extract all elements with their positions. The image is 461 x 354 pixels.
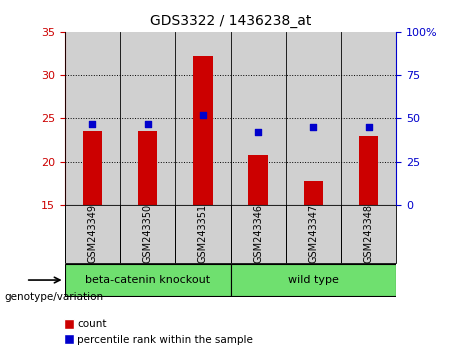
Point	[254, 130, 262, 135]
Point	[89, 121, 96, 126]
Bar	[341, 32, 396, 205]
Text: GSM243347: GSM243347	[308, 204, 319, 263]
Text: GSM243349: GSM243349	[87, 204, 97, 263]
Bar	[248, 155, 268, 205]
Bar	[65, 32, 120, 205]
Bar	[193, 56, 213, 205]
FancyBboxPatch shape	[341, 205, 396, 263]
Bar	[359, 136, 378, 205]
Bar	[286, 32, 341, 205]
Bar	[175, 32, 230, 205]
FancyBboxPatch shape	[175, 205, 230, 263]
FancyBboxPatch shape	[65, 205, 120, 263]
FancyBboxPatch shape	[286, 205, 341, 263]
Legend: count, percentile rank within the sample: count, percentile rank within the sample	[60, 315, 257, 349]
Bar	[304, 181, 323, 205]
FancyBboxPatch shape	[120, 205, 175, 263]
Bar	[138, 131, 157, 205]
Text: GSM243350: GSM243350	[142, 204, 153, 263]
Title: GDS3322 / 1436238_at: GDS3322 / 1436238_at	[150, 14, 311, 28]
Point	[310, 124, 317, 130]
Text: GSM243351: GSM243351	[198, 204, 208, 263]
FancyBboxPatch shape	[230, 205, 286, 263]
Point	[199, 112, 207, 118]
Point	[365, 124, 372, 130]
Point	[144, 121, 151, 126]
FancyBboxPatch shape	[65, 264, 230, 296]
FancyBboxPatch shape	[230, 264, 396, 296]
Text: wild type: wild type	[288, 275, 339, 285]
Text: GSM243348: GSM243348	[364, 204, 374, 263]
Bar	[120, 32, 175, 205]
Bar	[83, 131, 102, 205]
Text: GSM243346: GSM243346	[253, 204, 263, 263]
Text: beta-catenin knockout: beta-catenin knockout	[85, 275, 210, 285]
Text: genotype/variation: genotype/variation	[5, 292, 104, 302]
Bar	[230, 32, 286, 205]
